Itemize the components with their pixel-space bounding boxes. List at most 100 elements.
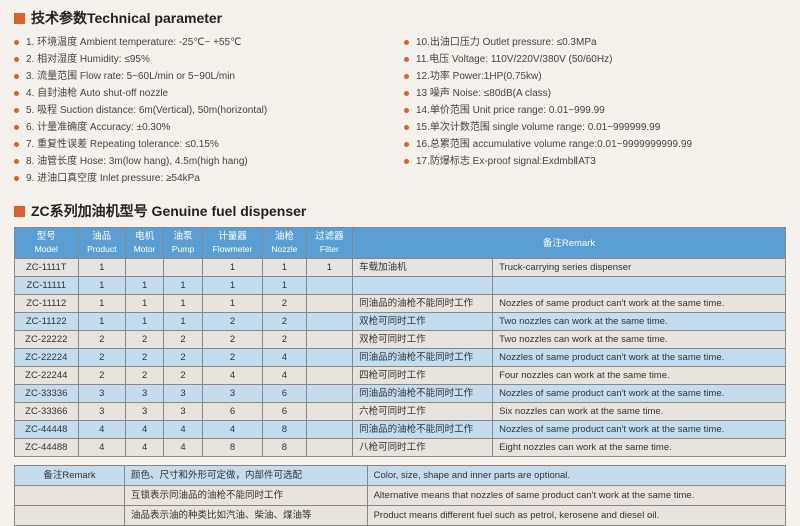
table-cell: 8 xyxy=(263,421,306,439)
notes-cn-cell: 颜色、尺寸和外形可定做，内部件可选配 xyxy=(125,466,368,486)
table-cell: 3 xyxy=(164,385,203,403)
table-row: ZC-2224422244四枪可同时工作Four nozzles can wor… xyxy=(15,367,786,385)
remark-cn-cell: 双枪可同时工作 xyxy=(353,313,493,331)
remark-en-cell: Truck-carrying series dispenser xyxy=(493,259,786,277)
accent-square-icon xyxy=(14,13,25,24)
remark-en-cell: Six nozzles can work at the same time. xyxy=(493,403,786,421)
table-header-cell: 油泵Pump xyxy=(164,228,203,259)
table-row: ZC-3336633366六枪可同时工作Six nozzles can work… xyxy=(15,403,786,421)
table-cell: 3 xyxy=(202,385,262,403)
table-cell: ZC-22224 xyxy=(15,349,79,367)
table-cell: 2 xyxy=(202,349,262,367)
table-cell xyxy=(306,421,353,439)
table-cell xyxy=(306,385,353,403)
notes-header-cell: 备注Remark xyxy=(15,466,125,486)
table-cell: 2 xyxy=(164,331,203,349)
table-cell: 1 xyxy=(202,295,262,313)
remark-cn-cell: 同油品的油枪不能同时工作 xyxy=(353,385,493,403)
table-cell: 4 xyxy=(164,421,203,439)
model-title: ZC系列加油机型号 Genuine fuel dispenser xyxy=(14,201,786,221)
table-cell: 8 xyxy=(263,439,306,457)
table-cell: ZC-44448 xyxy=(15,421,79,439)
table-cell: 2 xyxy=(126,367,164,385)
table-cell: ZC-33366 xyxy=(15,403,79,421)
table-row: ZC-1112211122双枪可同时工作Two nozzles can work… xyxy=(15,313,786,331)
param-item: 3. 流量范围 Flow rate: 5~60L/min or 5~90L/mi… xyxy=(14,68,374,85)
remark-en-cell: Four nozzles can work at the same time. xyxy=(493,367,786,385)
remark-cn-cell: 六枪可同时工作 xyxy=(353,403,493,421)
table-cell: 6 xyxy=(202,403,262,421)
model-title-text: ZC系列加油机型号 Genuine fuel dispenser xyxy=(31,201,306,221)
table-cell xyxy=(306,439,353,457)
notes-cn-cell: 油品表示油的种类比如汽油、柴油、煤油等 xyxy=(125,506,368,526)
table-cell xyxy=(306,367,353,385)
remark-en-cell: Nozzles of same product can't work at th… xyxy=(493,349,786,367)
param-item: 6. 计量准确度 Accuracy: ±0.30% xyxy=(14,119,374,136)
remark-en-cell xyxy=(493,277,786,295)
param-item: 7. 重复性误差 Repeating tolerance: ≤0.15% xyxy=(14,136,374,153)
notes-row: 油品表示油的种类比如汽油、柴油、煤油等Product means differe… xyxy=(15,506,786,526)
table-cell: 2 xyxy=(202,313,262,331)
notes-en-cell: Color, size, shape and inner parts are o… xyxy=(367,466,785,486)
param-item: 8. 油管长度 Hose: 3m(low hang), 4.5m(high ha… xyxy=(14,153,374,170)
accent-square-icon xyxy=(14,206,25,217)
table-cell: 3 xyxy=(164,403,203,421)
remark-en-cell: Nozzles of same product can't work at th… xyxy=(493,295,786,313)
table-cell: 2 xyxy=(263,331,306,349)
table-row: ZC-1111211112同油品的油枪不能同时工作Nozzles of same… xyxy=(15,295,786,313)
table-header-cell: 油品Product xyxy=(78,228,125,259)
table-cell xyxy=(126,259,164,277)
table-header-cell: 备注Remark xyxy=(353,228,786,259)
table-cell: 1 xyxy=(78,259,125,277)
remark-cn-cell: 车载加油机 xyxy=(353,259,493,277)
table-cell: 1 xyxy=(263,277,306,295)
table-row: ZC-4444844448同油品的油枪不能同时工作Nozzles of same… xyxy=(15,421,786,439)
table-header-cell: 油枪Nozzle xyxy=(263,228,306,259)
remark-cn-cell: 八枪可同时工作 xyxy=(353,439,493,457)
table-header-cell: 计量器Flowmeter xyxy=(202,228,262,259)
table-cell: 2 xyxy=(263,295,306,313)
table-cell: 1 xyxy=(263,259,306,277)
table-cell: 4 xyxy=(78,421,125,439)
params-left-list: 1. 环境温度 Ambient temperature: -25℃~ +55℃2… xyxy=(14,34,374,187)
table-cell: 1 xyxy=(164,313,203,331)
table-cell: 2 xyxy=(126,331,164,349)
table-cell xyxy=(306,277,353,295)
table-cell: 6 xyxy=(263,385,306,403)
table-cell xyxy=(306,349,353,367)
table-cell: 3 xyxy=(78,403,125,421)
table-header-row: 型号Model油品Product电机Motor油泵Pump计量器Flowmete… xyxy=(15,228,786,259)
model-table: 型号Model油品Product电机Motor油泵Pump计量器Flowmete… xyxy=(14,227,786,457)
table-cell: 1 xyxy=(164,277,203,295)
remark-en-cell: Two nozzles can work at the same time. xyxy=(493,331,786,349)
table-cell xyxy=(306,403,353,421)
param-item: 4. 自封油枪 Auto shut-off nozzle xyxy=(14,85,374,102)
table-cell xyxy=(306,295,353,313)
table-cell: 2 xyxy=(78,349,125,367)
table-cell: 8 xyxy=(202,439,262,457)
params-columns: 1. 环境温度 Ambient temperature: -25℃~ +55℃2… xyxy=(14,34,786,187)
table-row: ZC-4448844488八枪可同时工作Eight nozzles can wo… xyxy=(15,439,786,457)
table-cell: ZC-1111T xyxy=(15,259,79,277)
table-cell: 6 xyxy=(263,403,306,421)
table-cell: 4 xyxy=(126,439,164,457)
notes-header-row: 备注Remark颜色、尺寸和外形可定做，内部件可选配Color, size, s… xyxy=(15,466,786,486)
remark-en-cell: Nozzles of same product can't work at th… xyxy=(493,385,786,403)
param-item: 9. 进油口真空度 Inlet pressure: ≥54kPa xyxy=(14,170,374,187)
table-cell: 4 xyxy=(78,439,125,457)
table-cell: ZC-33336 xyxy=(15,385,79,403)
table-cell: ZC-11112 xyxy=(15,295,79,313)
table-cell: 1 xyxy=(126,313,164,331)
table-cell xyxy=(164,259,203,277)
table-cell: 1 xyxy=(126,277,164,295)
table-cell xyxy=(306,331,353,349)
notes-spacer-cell xyxy=(15,506,125,526)
table-body: ZC-1111T1111车载加油机Truck-carrying series d… xyxy=(15,259,786,457)
tech-param-title-text: 技术参数Technical parameter xyxy=(31,8,222,28)
notes-table: 备注Remark颜色、尺寸和外形可定做，内部件可选配Color, size, s… xyxy=(14,465,786,526)
table-cell: 2 xyxy=(164,367,203,385)
notes-spacer-cell xyxy=(15,486,125,506)
table-cell: 2 xyxy=(164,349,203,367)
remark-cn-cell xyxy=(353,277,493,295)
remark-en-cell: Nozzles of same product can't work at th… xyxy=(493,421,786,439)
